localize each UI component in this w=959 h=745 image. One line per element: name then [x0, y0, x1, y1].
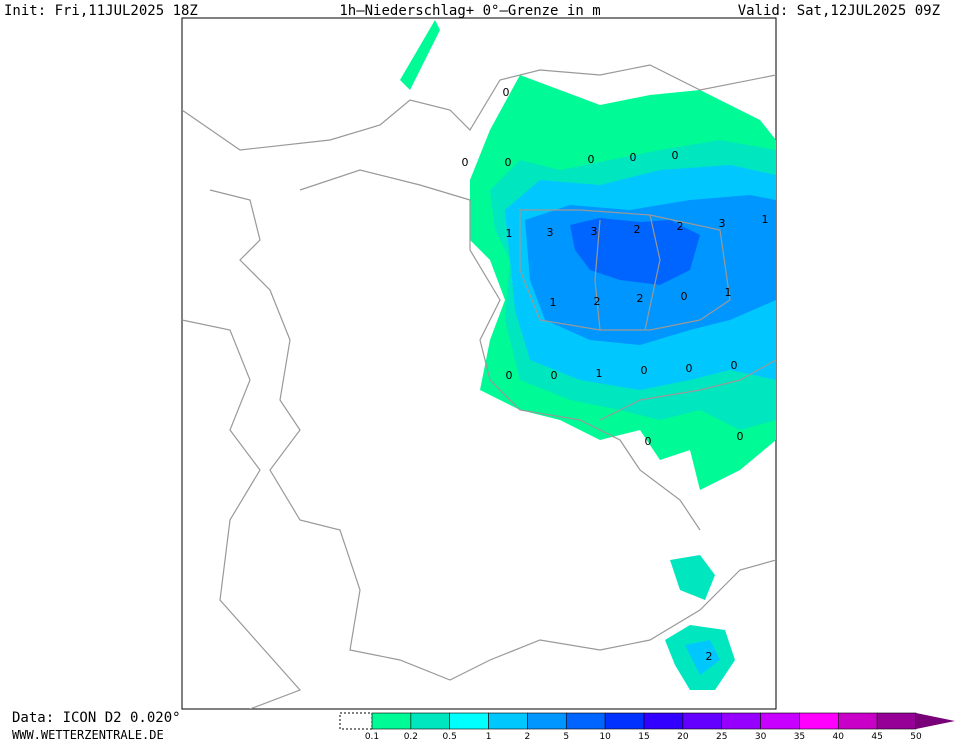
legend-swatch	[837, 712, 878, 730]
legend-swatch	[760, 712, 800, 730]
legend-swatch	[643, 712, 684, 730]
map-label: 0	[686, 362, 693, 375]
map-title: 1h—Niederschlag+ 0°—Grenze in m	[339, 3, 600, 19]
map-label: 0	[506, 369, 513, 382]
data-source: Data: ICON D2 0.020°	[12, 710, 181, 726]
map-label: 2	[677, 220, 684, 233]
legend-swatch	[449, 712, 489, 730]
legend-swatch	[565, 712, 606, 730]
legend-swatch	[410, 712, 451, 730]
map-label: 1	[506, 227, 513, 240]
map-label: 0	[737, 430, 744, 443]
map-label: 3	[591, 225, 598, 238]
map: 0 0 0 0 0 0 1 3 3 2 2 3 1 1 2 2 0 1 0 0 1 0 0 0 0 0 2	[182, 20, 776, 709]
legend-swatch	[682, 712, 723, 730]
map-label: 2	[637, 292, 644, 305]
precipitation	[400, 20, 776, 690]
map-label: 1	[725, 286, 732, 299]
map-label: 0	[681, 290, 688, 303]
legend-label: 40	[833, 732, 845, 741]
legend-label: 50	[910, 732, 922, 741]
legend-label: 15	[638, 732, 649, 741]
borders	[182, 64, 776, 709]
map-label: 2	[634, 223, 641, 236]
valid-time: Valid: Sat,12JUL2025 09Z	[738, 3, 940, 19]
map-labels: 0 0 0 0 0 0 1 3 3 2 2 3 1 1 2 2 0 1 0 0 1 0 0 0 0 0 2	[462, 86, 769, 663]
map-label: 0	[630, 151, 637, 164]
legend-label: 25	[716, 732, 727, 741]
map-label: 3	[719, 217, 726, 230]
below-range-box	[339, 712, 373, 730]
map-label: 0	[731, 359, 738, 372]
legend-swatch	[371, 712, 412, 730]
legend-arrow	[916, 713, 955, 729]
legend-label: 10	[599, 732, 611, 741]
legend-swatch	[799, 712, 839, 730]
map-label: 2	[594, 295, 601, 308]
map-label: 1	[762, 213, 769, 226]
legend-label: 0.1	[365, 732, 379, 741]
map-label: 0	[672, 149, 679, 162]
legend-label: 0.5	[443, 732, 457, 741]
legend-label: 0.2	[404, 732, 418, 741]
map-label: 2	[706, 650, 713, 663]
map-label: 0	[641, 364, 648, 377]
legend-label: 30	[755, 732, 767, 741]
legend-swatch	[604, 712, 645, 730]
legend-label: 45	[871, 732, 882, 741]
map-label: 0	[462, 156, 469, 169]
legend-label: 5	[563, 732, 569, 741]
map-label: 0	[551, 369, 558, 382]
legend-label: 1	[486, 732, 492, 741]
legend-label: 35	[794, 732, 805, 741]
legend-label: 20	[677, 732, 689, 741]
map-label: 3	[547, 226, 554, 239]
map-label: 1	[550, 296, 557, 309]
map-label: 1	[596, 367, 603, 380]
website: WWW.WETTERZENTRALE.DE	[12, 728, 164, 741]
map-label: 0	[645, 435, 652, 448]
legend-swatch	[721, 712, 761, 730]
legend-swatch	[876, 712, 917, 730]
map-label: 0	[505, 156, 512, 169]
legend: 0.1 0.2 0.5 1 2 5 10 15 20 25 30 35 40 45 50	[339, 712, 955, 742]
legend-swatch	[488, 712, 528, 730]
map-label: 0	[503, 86, 510, 99]
legend-label: 2	[525, 732, 531, 741]
map-label: 0	[588, 153, 595, 166]
legend-swatch	[527, 712, 567, 730]
init-time: Init: Fri,11JUL2025 18Z	[4, 3, 198, 19]
